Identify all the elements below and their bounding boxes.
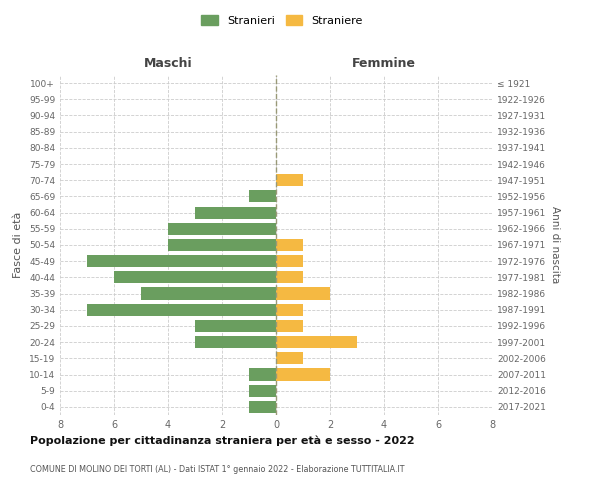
Bar: [249, 401, 276, 413]
Bar: [276, 368, 330, 380]
Bar: [168, 239, 276, 251]
Bar: [276, 352, 303, 364]
Bar: [87, 304, 276, 316]
Bar: [141, 288, 276, 300]
Y-axis label: Anni di nascita: Anni di nascita: [550, 206, 560, 284]
Legend: Stranieri, Straniere: Stranieri, Straniere: [197, 10, 367, 30]
Bar: [87, 255, 276, 268]
Bar: [249, 384, 276, 397]
Text: COMUNE DI MOLINO DEI TORTI (AL) - Dati ISTAT 1° gennaio 2022 - Elaborazione TUTT: COMUNE DI MOLINO DEI TORTI (AL) - Dati I…: [30, 465, 404, 474]
Bar: [195, 336, 276, 348]
Bar: [276, 320, 303, 332]
Bar: [276, 255, 303, 268]
Text: Femmine: Femmine: [352, 57, 416, 70]
Bar: [276, 272, 303, 283]
Bar: [276, 336, 357, 348]
Bar: [114, 272, 276, 283]
Bar: [249, 190, 276, 202]
Text: Maschi: Maschi: [143, 57, 193, 70]
Bar: [168, 222, 276, 235]
Bar: [249, 368, 276, 380]
Bar: [195, 206, 276, 218]
Bar: [276, 304, 303, 316]
Bar: [195, 320, 276, 332]
Text: Popolazione per cittadinanza straniera per età e sesso - 2022: Popolazione per cittadinanza straniera p…: [30, 435, 415, 446]
Bar: [276, 239, 303, 251]
Bar: [276, 288, 330, 300]
Bar: [276, 174, 303, 186]
Y-axis label: Fasce di età: Fasce di età: [13, 212, 23, 278]
